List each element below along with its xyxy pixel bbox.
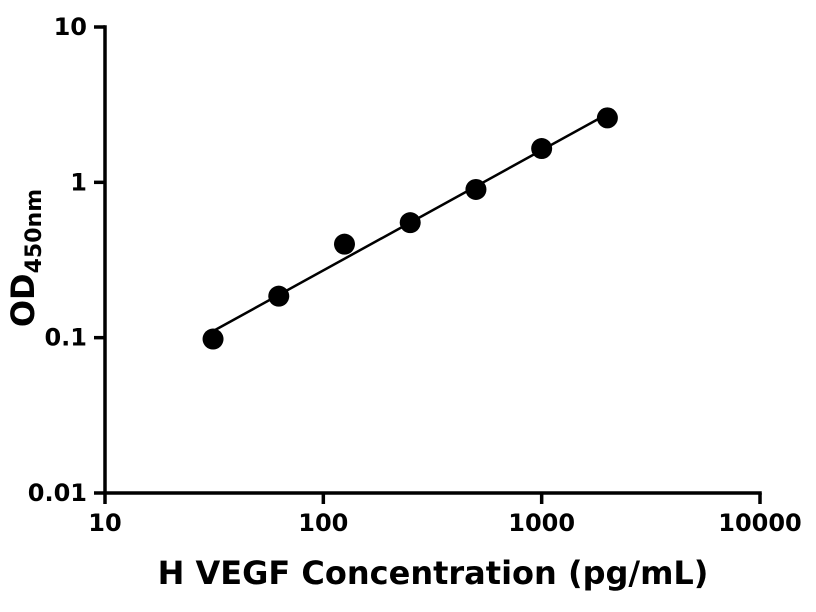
x-tick-label: 1000 (508, 509, 575, 537)
data-point (399, 212, 421, 234)
data-point (531, 138, 553, 160)
x-axis-title: H VEGF Concentration (pg/mL) (158, 554, 709, 592)
y-axis-title-sub: 450nm (22, 189, 47, 274)
y-tick-label: 0.1 (44, 324, 87, 352)
data-point (202, 328, 224, 350)
data-point (465, 178, 487, 200)
plot-layer: 10 100 1000 10000 0.01 0.1 1 10 (28, 13, 802, 537)
x-tick-label: 10000 (718, 509, 802, 537)
y-axis-title-main: OD (4, 273, 42, 327)
y-tick-label: 1 (70, 168, 87, 196)
data-point (333, 233, 355, 255)
data-point (596, 107, 618, 129)
y-tick-label: 0.01 (28, 479, 87, 507)
axis-lines (103, 25, 762, 495)
x-tick-label: 10 (88, 509, 121, 537)
x-tick-label: 100 (298, 509, 348, 537)
y-tick-label: 10 (54, 13, 87, 41)
y-axis-title: OD450nm (4, 189, 47, 327)
data-point (268, 285, 290, 307)
